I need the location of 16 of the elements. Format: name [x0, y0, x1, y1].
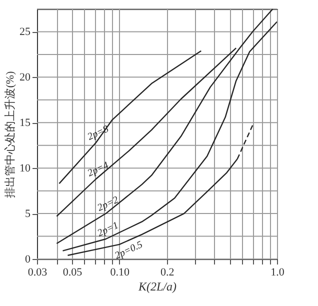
text: 2p=1	[96, 220, 120, 240]
text: 2p=2	[96, 194, 120, 214]
y-tick-label: 25	[20, 26, 31, 38]
x-tick-label: 0.05	[62, 266, 83, 278]
x-axis-title: K(2L/a)	[137, 280, 177, 294]
x-tick-label: 0.2	[160, 266, 174, 278]
x-tick-label: 1.0	[270, 266, 285, 278]
y-tick-label: 15	[20, 117, 31, 130]
y-tick-label: 20	[20, 72, 31, 84]
y-axis-title: 排出管中心处的上升波(%)	[4, 70, 16, 198]
x-tick-label: 0.10	[110, 266, 130, 278]
y-tick-label: 5	[25, 208, 31, 220]
x-tick-label: 0.03	[28, 266, 48, 278]
y-tick-label: 10	[20, 162, 31, 175]
y-tick-label: 0	[25, 254, 31, 266]
text: 2p=4	[86, 160, 110, 180]
